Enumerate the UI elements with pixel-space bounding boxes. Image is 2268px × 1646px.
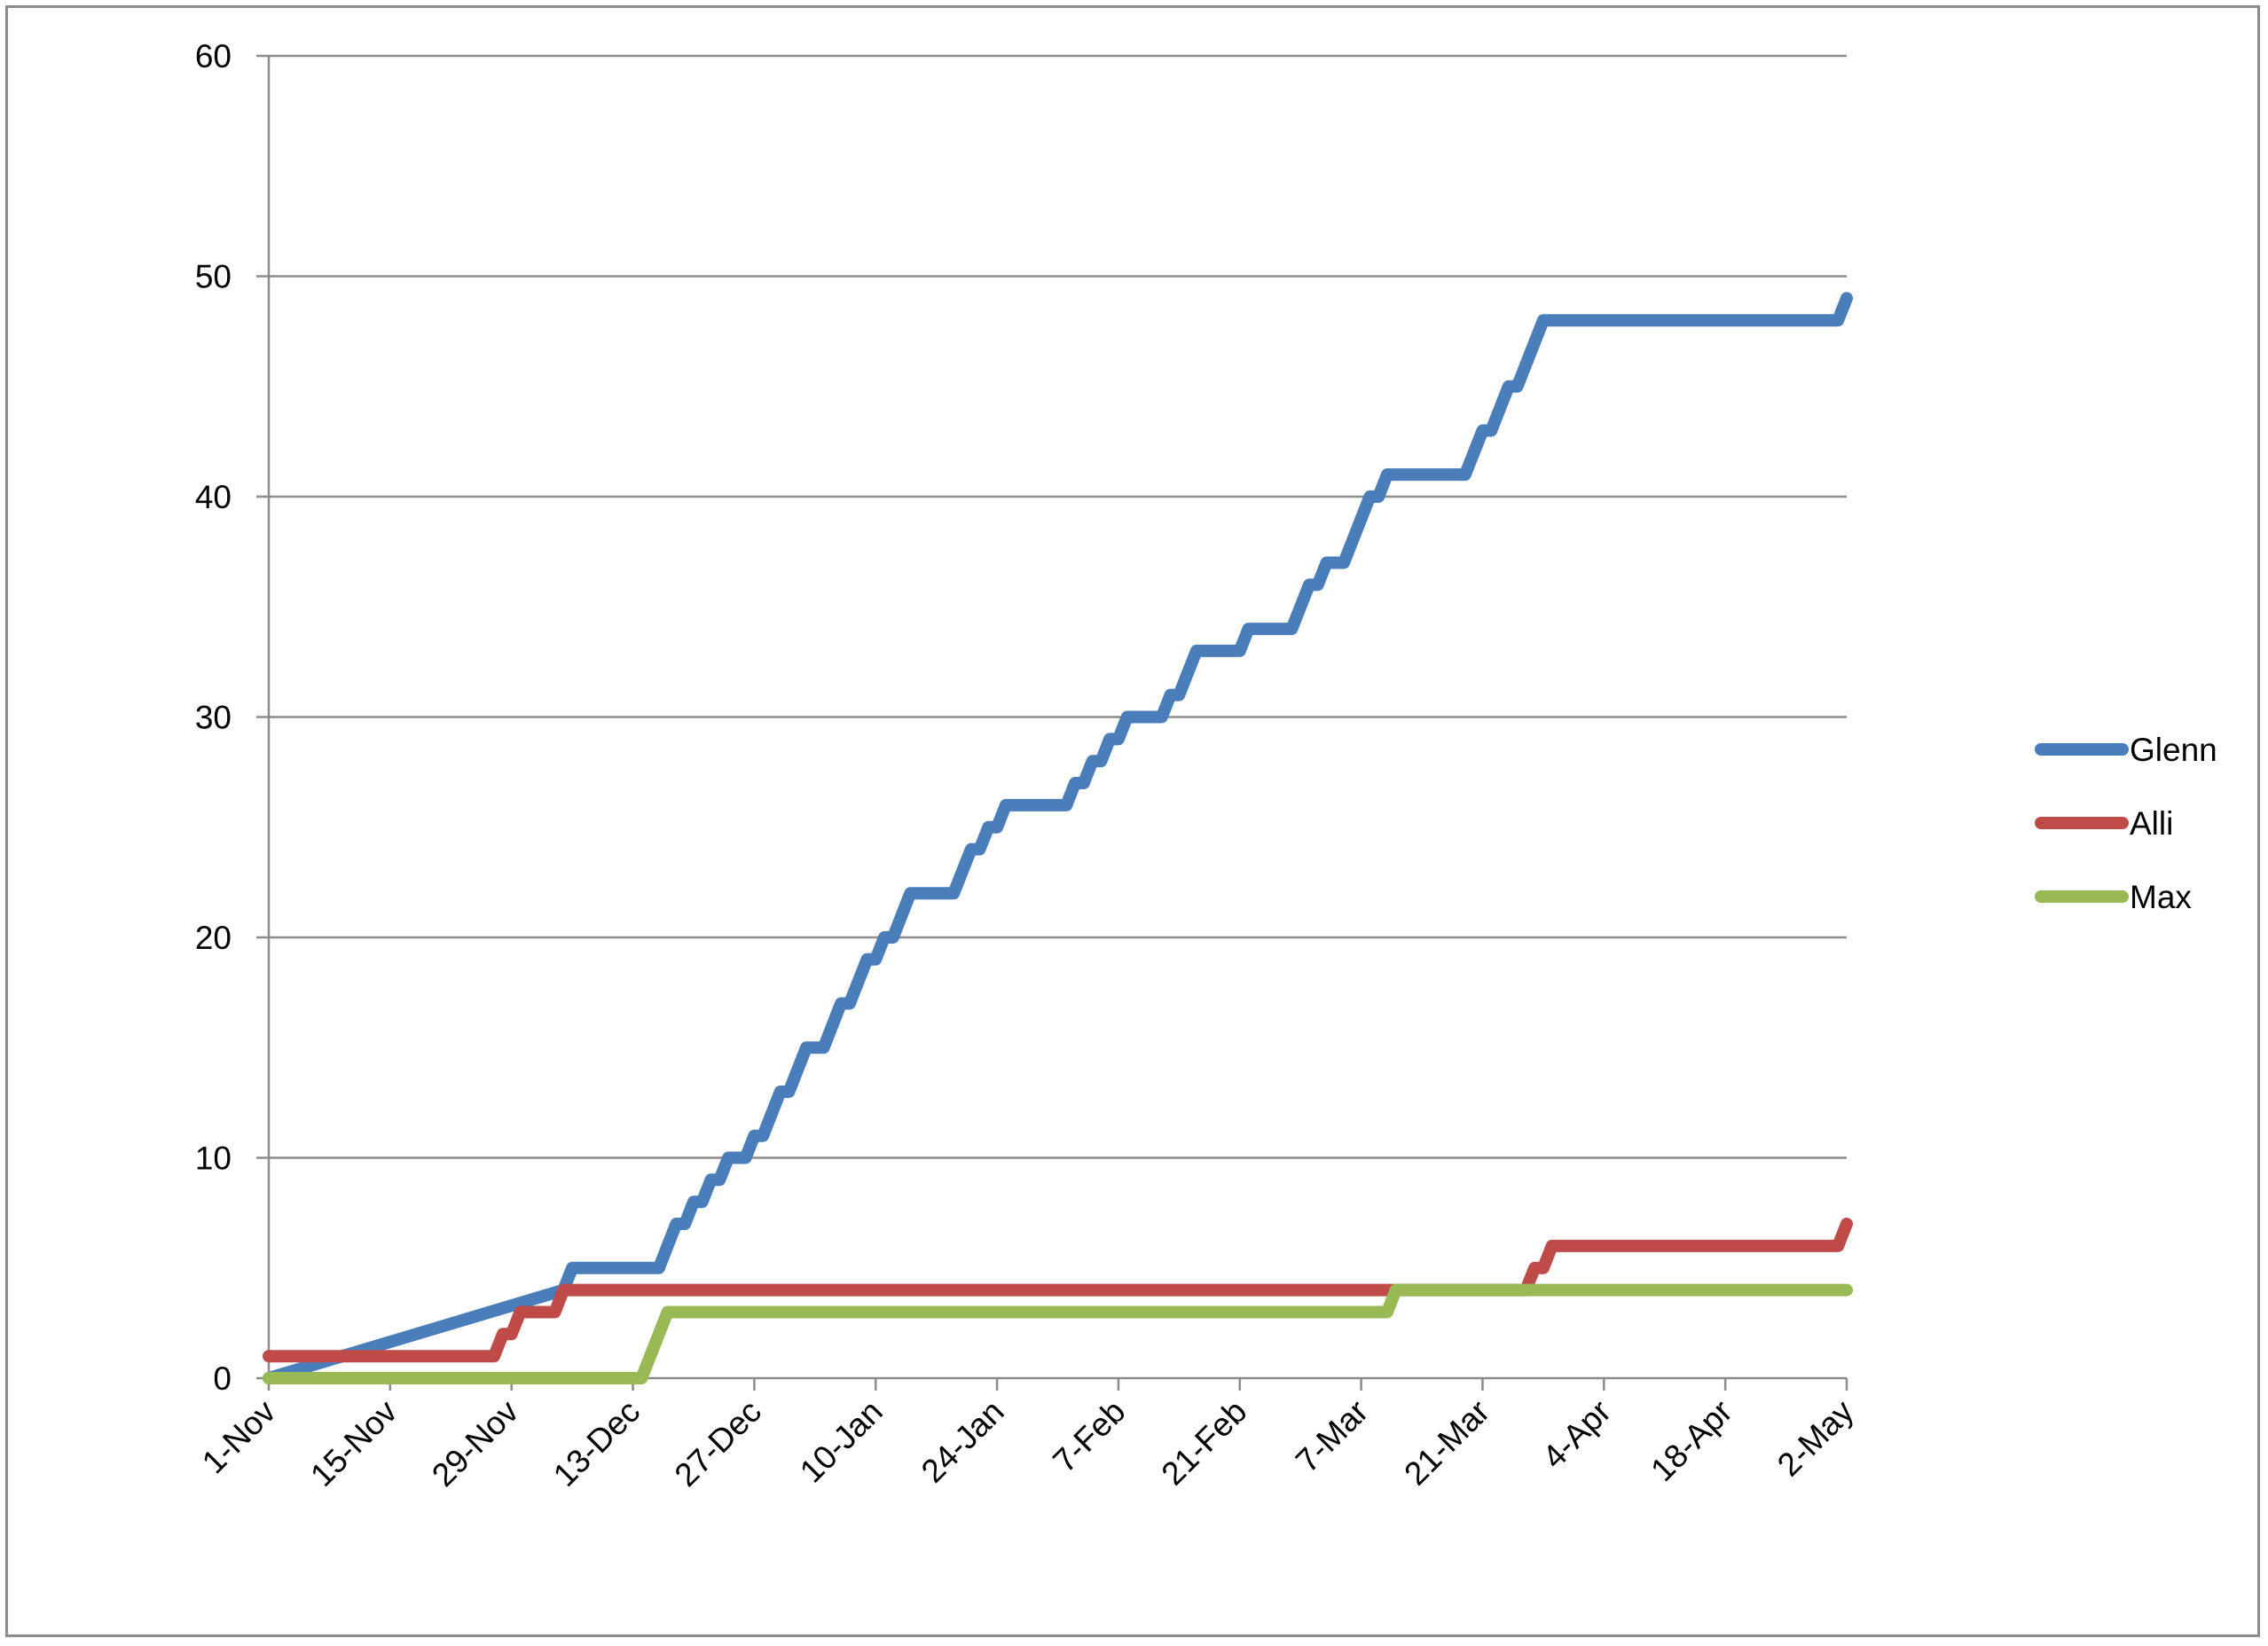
chart-frame: 0 10 20 30 40 50 60 1-Nov 15-Nov 29-Nov 13-Dec 27-… xyxy=(5,5,2260,1637)
x-tick-label: 27-Dec xyxy=(668,1393,768,1493)
x-tick-label: 2-May xyxy=(1770,1392,1861,1483)
y-tick-label: 50 xyxy=(195,259,232,295)
x-tick-label: 21-Feb xyxy=(1155,1393,1254,1493)
x-tick-label: 18-Apr xyxy=(1644,1393,1739,1489)
legend-label-max: Max xyxy=(2130,879,2192,915)
x-tick-label: 4-Apr xyxy=(1535,1393,1618,1476)
series-line-max xyxy=(263,1283,1853,1384)
legend-label-alli: Alli xyxy=(2130,805,2173,842)
legend: Glenn Alli Max xyxy=(2035,732,2217,915)
x-tick-label: 21-Mar xyxy=(1397,1393,1496,1493)
y-tick-label: 0 xyxy=(213,1360,232,1397)
y-axis-tick-labels: 0 10 20 30 40 50 60 xyxy=(195,38,232,1397)
x-tick-label: 13-Dec xyxy=(546,1393,647,1493)
x-axis-tick-labels: 1-Nov 15-Nov 29-Nov 13-Dec 27-Dec 10-Jan 24-Ja… xyxy=(195,1392,1861,1493)
line-chart: 0 10 20 30 40 50 60 1-Nov 15-Nov 29-Nov 13-Dec 27-… xyxy=(195,38,2217,1493)
y-tick-label: 60 xyxy=(195,38,232,74)
series-line-alli xyxy=(263,1218,1853,1363)
axes xyxy=(256,54,1848,1391)
x-tick-label: 24-Jan xyxy=(914,1393,1011,1490)
x-tick-label: 29-Nov xyxy=(425,1392,526,1493)
series-line-glenn xyxy=(263,292,1853,1384)
y-tick-label: 20 xyxy=(195,920,232,956)
x-tick-label: 15-Nov xyxy=(303,1392,404,1493)
y-tick-label: 30 xyxy=(195,700,232,736)
gridlines xyxy=(269,54,1847,1159)
legend-label-glenn: Glenn xyxy=(2130,732,2217,768)
x-tick-label: 1-Nov xyxy=(195,1392,283,1480)
y-tick-label: 10 xyxy=(195,1140,232,1177)
x-tick-label: 7-Mar xyxy=(1289,1393,1375,1479)
x-tick-label: 7-Feb xyxy=(1046,1393,1132,1479)
x-tick-label: 10-Jan xyxy=(793,1393,890,1490)
series-lines xyxy=(263,292,1853,1384)
y-tick-label: 40 xyxy=(195,479,232,515)
